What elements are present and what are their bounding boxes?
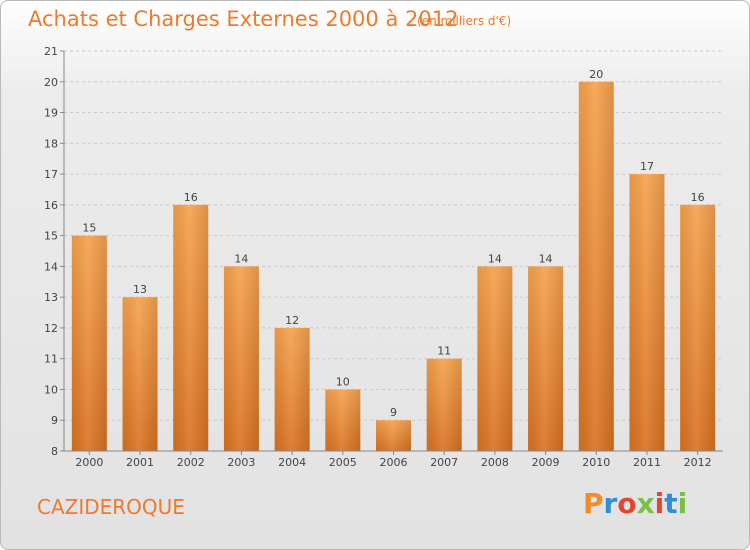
bar-shade (376, 420, 411, 451)
x-tick-label: 2004 (278, 456, 306, 469)
x-tick-label: 2011 (633, 456, 661, 469)
x-tick-label: 2010 (582, 456, 610, 469)
proxiti-logo[interactable]: Proxiti (583, 487, 687, 520)
grid-lines (64, 50, 723, 452)
logo-letter: i (654, 487, 665, 520)
chart-title: Achats et Charges Externes 2000 à 2012 (28, 7, 459, 31)
x-tick-label: 2007 (430, 456, 458, 469)
x-tick-label: 2002 (177, 456, 205, 469)
bar-shade (477, 266, 513, 451)
data-label: 15 (82, 222, 96, 235)
logo-letter: r (603, 487, 618, 520)
y-tick-label: 12 (44, 322, 58, 335)
data-label: 14 (234, 252, 248, 265)
logo-letter: x (636, 487, 655, 520)
data-label: 17 (640, 160, 654, 173)
y-tick-label: 19 (44, 107, 58, 120)
bar-shade (223, 266, 259, 451)
data-label: 9 (390, 406, 397, 419)
bar-shade (173, 204, 209, 451)
y-axis: 8 9 10 11 12 13 14 15 16 17 18 19 20 21 (44, 45, 65, 458)
x-axis: 2000 2001 2002 2003 2004 2005 2006 2007 2008 2009… (64, 450, 723, 469)
y-tick-label: 15 (44, 230, 58, 243)
data-label: 10 (336, 375, 350, 388)
data-label: 16 (184, 191, 198, 204)
chart-unit: (en milliers d'€) (417, 14, 512, 28)
y-tick-label: 11 (44, 353, 58, 366)
x-tick-label: 2009 (532, 456, 560, 469)
bar-shade (426, 358, 462, 451)
bar-shade (122, 297, 158, 451)
data-label: 13 (133, 283, 147, 296)
bar-shade (274, 327, 310, 451)
x-tick-label: 2000 (75, 456, 103, 469)
y-tick-label: 9 (51, 414, 58, 427)
data-label: 14 (539, 252, 553, 265)
bar-shade (71, 235, 107, 451)
data-label: 12 (285, 314, 299, 327)
bar-shade (528, 266, 564, 451)
y-tick-label: 10 (44, 383, 58, 396)
data-label: 11 (437, 345, 451, 358)
y-tick-label: 20 (44, 76, 58, 89)
bar-shade (325, 389, 361, 451)
bar-shade (578, 81, 614, 452)
logo-letter: P (583, 487, 604, 520)
data-label: 20 (589, 68, 603, 81)
y-tick-label: 21 (44, 45, 58, 58)
x-tick-label: 2012 (684, 456, 712, 469)
y-tick-label: 8 (51, 445, 58, 458)
bars: 15 13 16 14 12 10 9 11 14 14 20 17 16 (71, 68, 716, 452)
data-label: 16 (691, 191, 705, 204)
x-tick-label: 2001 (126, 456, 154, 469)
bar-chart: 8 9 10 11 12 13 14 15 16 17 18 19 20 21 15 13 16 14 12 10 9… (44, 45, 723, 469)
x-tick-label: 2006 (380, 456, 408, 469)
commune-name: CAZIDEROQUE (37, 495, 185, 519)
y-tick-label: 18 (44, 137, 58, 150)
y-tick-label: 16 (44, 199, 58, 212)
x-tick-label: 2003 (227, 456, 255, 469)
y-tick-label: 13 (44, 291, 58, 304)
logo-letter: i (677, 487, 688, 520)
bar-shade (680, 204, 716, 451)
y-tick-label: 14 (44, 260, 58, 273)
x-tick-label: 2008 (481, 456, 509, 469)
logo-letter: o (617, 487, 637, 520)
y-tick-label: 17 (44, 168, 58, 181)
data-label: 14 (488, 252, 502, 265)
x-tick-label: 2005 (329, 456, 357, 469)
bar-shade (629, 174, 665, 452)
logo-letter: t (664, 487, 678, 520)
